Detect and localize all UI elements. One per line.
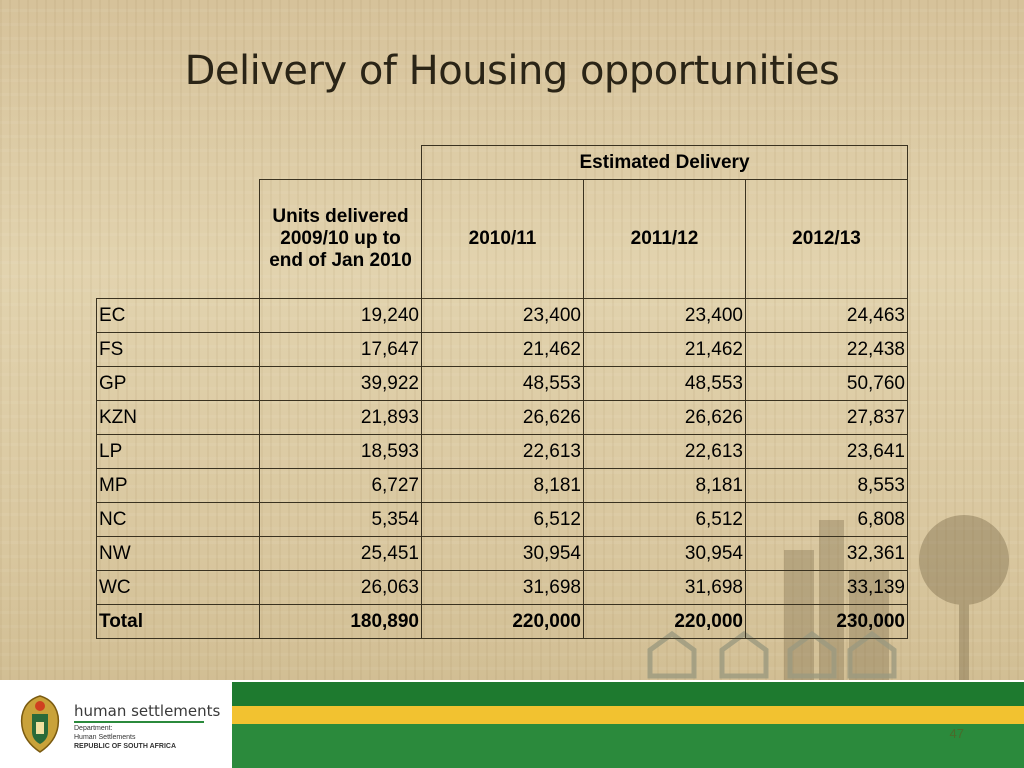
y2012-cell: 6,808	[745, 502, 908, 537]
table-header-row-2: Units delivered 2009/10 up to end of Jan…	[96, 179, 908, 299]
department-text: Department: Human Settlements REPUBLIC O…	[74, 724, 176, 751]
year-2010-header: 2010/11	[421, 179, 584, 299]
province-label: EC	[96, 298, 260, 333]
year-2011-header: 2011/12	[583, 179, 746, 299]
units-cell: 39,922	[259, 366, 422, 401]
y2010-cell: 26,626	[421, 400, 584, 435]
units-cell: 19,240	[259, 298, 422, 333]
province-label: LP	[96, 434, 260, 469]
total-units-cell: 180,890	[259, 604, 422, 639]
table-row: GP 39,922 48,553 48,553 50,760	[96, 366, 908, 401]
y2011-cell: 8,181	[583, 468, 746, 503]
brand-name: human settlements	[74, 702, 221, 720]
year-2012-header: 2012/13	[745, 179, 908, 299]
y2011-cell: 26,626	[583, 400, 746, 435]
houses-decoration	[647, 630, 897, 679]
page-number: 47	[949, 726, 964, 741]
units-cell: 25,451	[259, 536, 422, 571]
footer-band-green	[232, 682, 1024, 706]
table-empty-corner	[96, 145, 422, 180]
y2011-cell: 21,462	[583, 332, 746, 367]
y2011-cell: 23,400	[583, 298, 746, 333]
province-label: WC	[96, 570, 260, 605]
units-cell: 26,063	[259, 570, 422, 605]
units-delivered-header: Units delivered 2009/10 up to end of Jan…	[259, 179, 422, 299]
dept-line-2: Human Settlements	[74, 734, 136, 741]
units-cell: 21,893	[259, 400, 422, 435]
delivery-table: Estimated Delivery Units delivered 2009/…	[96, 145, 908, 639]
units-cell: 6,727	[259, 468, 422, 503]
dept-line-1: Department:	[74, 725, 113, 732]
y2010-cell: 8,181	[421, 468, 584, 503]
y2010-cell: 6,512	[421, 502, 584, 537]
province-label: FS	[96, 332, 260, 367]
y2012-cell: 24,463	[745, 298, 908, 333]
y2012-cell: 27,837	[745, 400, 908, 435]
table-row: NC 5,354 6,512 6,512 6,808	[96, 502, 908, 537]
table-row: WC 26,063 31,698 31,698 33,139	[96, 570, 908, 605]
y2010-cell: 31,698	[421, 570, 584, 605]
units-cell: 17,647	[259, 332, 422, 367]
slide-footer: human settlements Department: Human Sett…	[0, 680, 1024, 768]
y2012-cell: 22,438	[745, 332, 908, 367]
coat-of-arms-icon	[20, 695, 60, 753]
slide-title: Delivery of Housing opportunities	[184, 48, 840, 94]
y2010-cell: 48,553	[421, 366, 584, 401]
y2011-cell: 22,613	[583, 434, 746, 469]
total-y2012-cell: 230,000	[745, 604, 908, 639]
y2012-cell: 50,760	[745, 366, 908, 401]
estimated-delivery-header: Estimated Delivery	[421, 145, 908, 180]
y2012-cell: 8,553	[745, 468, 908, 503]
y2011-cell: 48,553	[583, 366, 746, 401]
table-row: FS 17,647 21,462 21,462 22,438	[96, 332, 908, 367]
province-label: MP	[96, 468, 260, 503]
y2012-cell: 23,641	[745, 434, 908, 469]
province-label: NW	[96, 536, 260, 571]
table-empty-corner-2	[96, 179, 260, 299]
table-row: KZN 21,893 26,626 26,626 27,837	[96, 400, 908, 435]
total-y2011-cell: 220,000	[583, 604, 746, 639]
dept-line-3: REPUBLIC OF SOUTH AFRICA	[74, 743, 177, 750]
total-row: Total 180,890 220,000 220,000 230,000	[96, 604, 908, 639]
table-row: EC 19,240 23,400 23,400 24,463	[96, 298, 908, 333]
logo-area: human settlements Department: Human Sett…	[0, 680, 232, 768]
y2010-cell: 21,462	[421, 332, 584, 367]
y2011-cell: 31,698	[583, 570, 746, 605]
table-header-row-1: Estimated Delivery	[96, 145, 908, 180]
y2012-cell: 33,139	[745, 570, 908, 605]
units-cell: 18,593	[259, 434, 422, 469]
brand-divider	[74, 721, 204, 723]
province-label: NC	[96, 502, 260, 537]
y2011-cell: 30,954	[583, 536, 746, 571]
y2011-cell: 6,512	[583, 502, 746, 537]
y2012-cell: 32,361	[745, 536, 908, 571]
y2010-cell: 22,613	[421, 434, 584, 469]
total-label: Total	[96, 604, 260, 639]
footer-band-green-lower	[232, 724, 1024, 768]
table-row: MP 6,727 8,181 8,181 8,553	[96, 468, 908, 503]
table-row: LP 18,593 22,613 22,613 23,641	[96, 434, 908, 469]
y2010-cell: 30,954	[421, 536, 584, 571]
province-label: KZN	[96, 400, 260, 435]
footer-band-yellow	[232, 706, 1024, 724]
total-y2010-cell: 220,000	[421, 604, 584, 639]
province-label: GP	[96, 366, 260, 401]
units-cell: 5,354	[259, 502, 422, 537]
y2010-cell: 23,400	[421, 298, 584, 333]
table-row: NW 25,451 30,954 30,954 32,361	[96, 536, 908, 571]
